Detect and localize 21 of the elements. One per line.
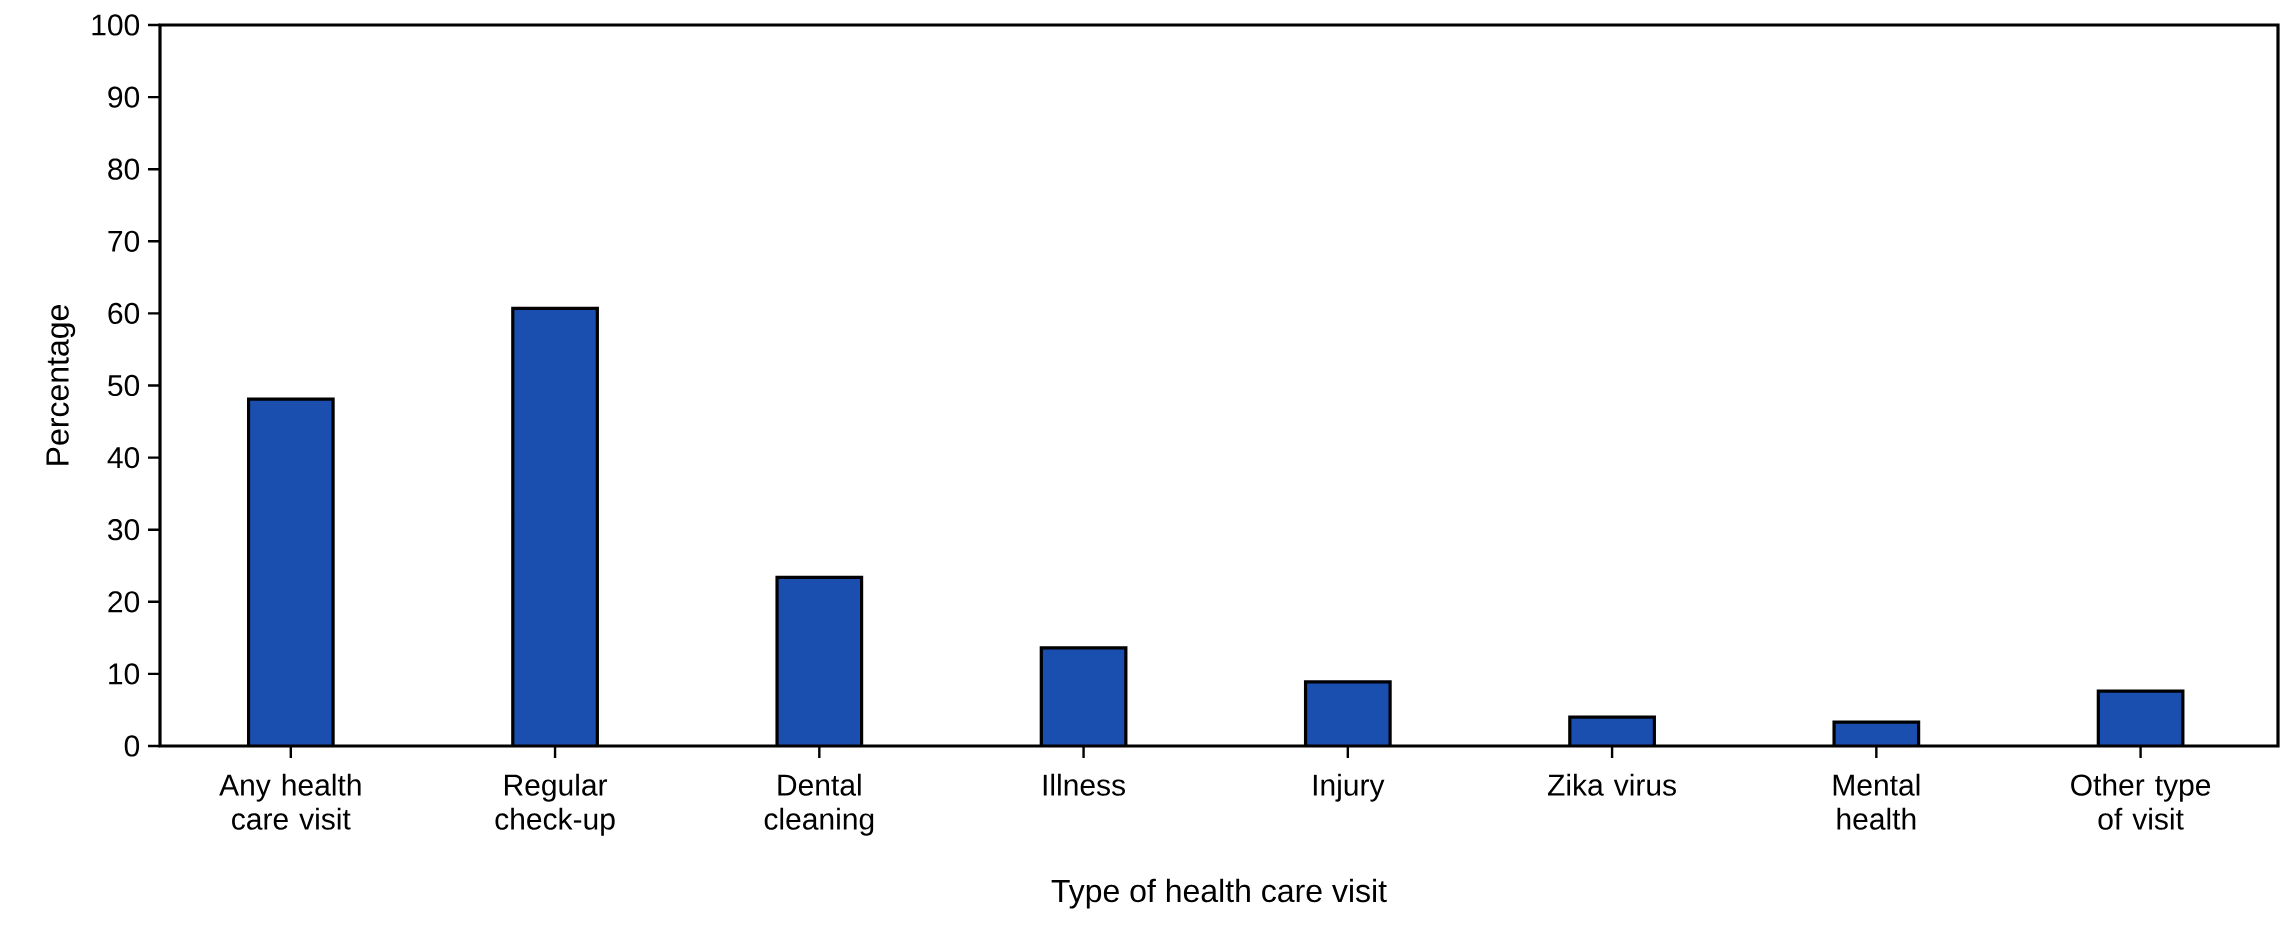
y-tick-label: 80 <box>108 158 140 180</box>
x-tick-label: Other type of visit <box>2071 773 2211 830</box>
x-tick-label: Illness <box>1043 773 1125 796</box>
y-tick-label: 70 <box>108 230 140 252</box>
y-axis-title: Percentage <box>46 305 76 465</box>
y-tick-label: 50 <box>108 374 140 397</box>
x-axis-title: Type of health care visit <box>1051 878 1387 909</box>
x-tick-label: Dental cleaning <box>764 773 874 836</box>
y-tick-label: 10 <box>109 663 140 685</box>
y-tick-label: 20 <box>108 591 140 613</box>
y-tick-label: 100 <box>92 14 140 36</box>
y-tick-label: 0 <box>124 735 140 757</box>
x-tick-label: Mental health <box>1833 773 1920 830</box>
x-tick-label: Injury <box>1313 773 1385 802</box>
x-tick-label: Any health care visit <box>219 773 361 830</box>
y-tick-label: 30 <box>108 519 140 541</box>
y-tick-label: 90 <box>108 86 140 108</box>
x-tick-label: Zika virus <box>1548 773 1676 796</box>
y-tick-label: 60 <box>108 302 140 325</box>
y-tick-label: 40 <box>107 446 140 469</box>
x-tick-label: Regular check-up <box>495 773 615 836</box>
